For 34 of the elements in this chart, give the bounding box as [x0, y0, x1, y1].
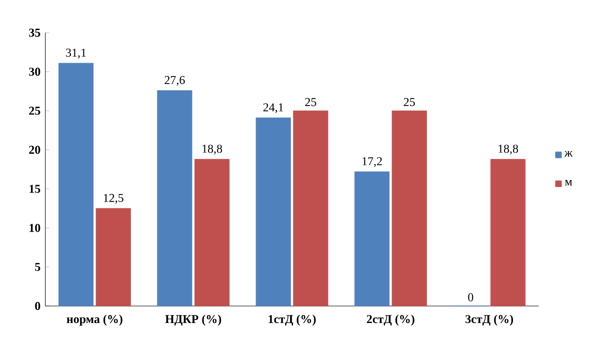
- data-label: 0: [468, 293, 474, 302]
- bar: [58, 62, 94, 306]
- bar: [157, 90, 192, 306]
- bar: [194, 158, 230, 306]
- y-tick-label: 25: [29, 106, 40, 115]
- bar: [392, 110, 427, 306]
- data-label: 18,8: [202, 144, 222, 155]
- x-tick-label: 1стД (%): [268, 314, 316, 326]
- y-tick-label: 20: [29, 146, 40, 154]
- data-label: 17,2: [362, 157, 382, 168]
- legend-label: м: [565, 180, 572, 186]
- data-label: 25: [404, 98, 415, 106]
- bar: [490, 158, 526, 306]
- y-tick-label: 15: [30, 184, 40, 193]
- bar: [293, 110, 328, 306]
- bar: [256, 118, 291, 306]
- data-label: 24,1: [263, 103, 284, 114]
- x-tick-label: НДКР (%): [165, 314, 222, 326]
- legend-label: ж: [564, 151, 573, 157]
- data-label: 12,5: [104, 194, 124, 204]
- bar: [96, 208, 131, 306]
- y-tick-label: 30: [29, 68, 40, 76]
- data-label: 27,6: [164, 76, 185, 86]
- bar: [354, 171, 390, 306]
- data-label: 25: [305, 98, 316, 106]
- y-tick-label: 10: [30, 224, 40, 232]
- y-tick-label: 0: [35, 302, 40, 310]
- data-label: 18,8: [498, 144, 518, 155]
- y-tick-label: 35: [29, 28, 40, 37]
- data-label: 31,1: [66, 48, 86, 58]
- y-tick-label: 5: [35, 262, 40, 271]
- x-tick-label: 2стД (%): [366, 314, 414, 326]
- x-tick-label: норма (%): [66, 314, 122, 326]
- x-tick-label: 3стД (%): [466, 314, 514, 326]
